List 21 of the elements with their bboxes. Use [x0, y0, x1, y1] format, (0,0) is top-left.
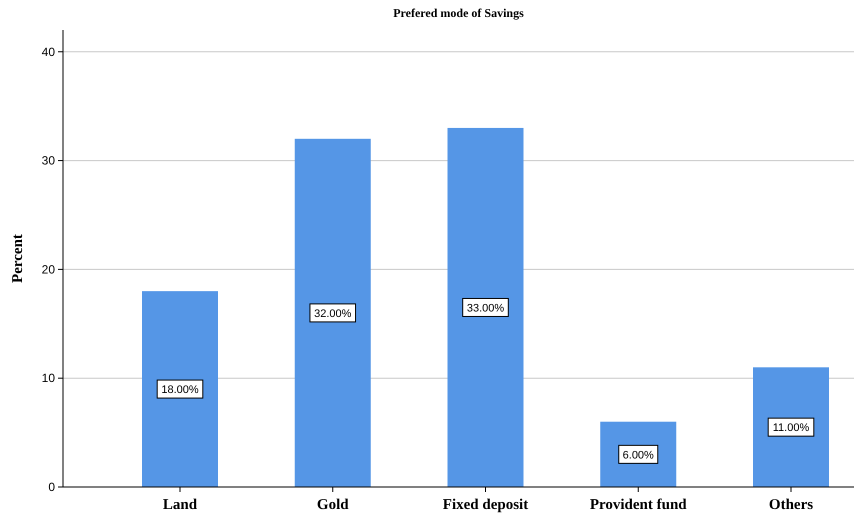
y-tick-label: 10 — [42, 371, 56, 386]
x-tick-label: Provident fund — [590, 497, 688, 513]
data-label: 11.00% — [772, 422, 810, 434]
bar — [294, 138, 371, 487]
data-label: 33.00% — [466, 302, 504, 314]
y-tick-label: 0 — [48, 480, 56, 494]
y-axis-title: Percent — [10, 234, 26, 283]
data-label: 32.00% — [314, 308, 352, 320]
chart-title: Prefered mode of Savings — [393, 6, 524, 20]
x-tick-label: Land — [162, 497, 198, 513]
x-tick-label: Gold — [316, 497, 350, 513]
x-tick-label: Fixed deposit — [442, 497, 528, 513]
y-tick-label: 30 — [42, 154, 56, 168]
y-tick-label: 20 — [42, 262, 56, 276]
x-tick-label: Others — [768, 497, 814, 513]
data-label: 6.00% — [622, 449, 654, 462]
bar — [448, 128, 524, 487]
bar — [142, 291, 218, 487]
data-label: 18.00% — [161, 384, 199, 396]
bar — [753, 367, 829, 487]
y-tick-label: 40 — [42, 44, 56, 59]
